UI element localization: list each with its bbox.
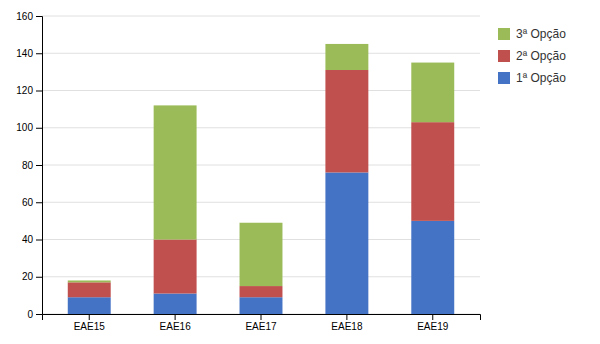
tick-mark	[36, 53, 42, 54]
bar	[240, 297, 283, 314]
bar	[411, 122, 454, 221]
grid	[42, 16, 480, 314]
bar	[411, 221, 454, 314]
legend-label: 2ª Opção	[516, 49, 566, 63]
tick: 160	[16, 11, 42, 22]
tick: 0	[27, 309, 42, 320]
series	[68, 172, 454, 314]
y-axis: 0 20 40 60 80 100 120 140 160	[16, 11, 42, 320]
tick-label: EAE15	[74, 321, 106, 332]
tick: 100	[16, 122, 42, 133]
tick-label: EAE19	[417, 321, 449, 332]
tick-label: 40	[22, 234, 34, 245]
tick-mark	[36, 277, 42, 278]
axis-line	[43, 315, 481, 321]
tick: 120	[16, 85, 42, 96]
legend-item: 2ª Opção	[498, 49, 566, 63]
tick: EAE18	[331, 314, 363, 332]
tick-label: 100	[16, 122, 33, 133]
bars	[68, 44, 454, 314]
series	[68, 70, 454, 297]
bar	[68, 280, 111, 282]
tick-mark	[36, 165, 42, 166]
legend-swatch	[498, 50, 510, 62]
tick: EAE19	[417, 314, 449, 332]
tick-label: 160	[16, 11, 33, 22]
tick: 80	[22, 160, 42, 171]
bar	[411, 63, 454, 123]
legend-item: 3ª Opção	[498, 27, 566, 41]
tick: EAE17	[245, 314, 277, 332]
bar	[68, 282, 111, 297]
tick-mark	[36, 240, 42, 241]
bar	[68, 297, 111, 314]
tick: 20	[22, 271, 42, 282]
grid-line	[42, 53, 480, 54]
tick-label: EAE17	[245, 321, 277, 332]
tick-label: 80	[22, 160, 34, 171]
tick-label: EAE18	[331, 321, 363, 332]
bar	[240, 223, 283, 286]
series	[68, 44, 454, 286]
plot: EAE15 EAE16 EAE17 EAE18 EAE19 0 20 40 60 80 100 120…	[16, 11, 480, 332]
tick-mark	[432, 314, 433, 320]
tick-label: 20	[22, 271, 34, 282]
tick-mark	[36, 202, 42, 203]
tick-mark	[175, 314, 176, 320]
bar	[325, 70, 368, 172]
tick-mark	[36, 314, 42, 315]
chart: EAE15 EAE16 EAE17 EAE18 EAE19 0 20 40 60 80 100 120…	[0, 0, 600, 344]
bar	[154, 240, 197, 294]
legend-swatch	[498, 28, 510, 40]
legend-swatch	[498, 72, 510, 84]
legend: 3ª Opção 2ª Opção 1ª Opção	[498, 27, 566, 85]
tick-mark	[89, 314, 90, 320]
tick: 40	[22, 234, 42, 245]
tick: EAE15	[74, 314, 106, 332]
legend-label: 3ª Opção	[516, 27, 566, 41]
x-axis: EAE15 EAE16 EAE17 EAE18 EAE19	[43, 314, 481, 332]
tick-label: 140	[16, 48, 33, 59]
tick-mark	[36, 91, 42, 92]
axis-line	[36, 17, 43, 315]
tick-label: 60	[22, 197, 34, 208]
bar	[325, 44, 368, 70]
tick: EAE16	[160, 314, 192, 332]
tick: 60	[22, 197, 42, 208]
tick-mark	[346, 314, 347, 320]
bar	[154, 105, 197, 239]
tick-mark	[261, 314, 262, 320]
grid-line	[42, 16, 480, 17]
legend-label: 1ª Opção	[516, 71, 566, 85]
bar	[154, 294, 197, 314]
tick-mark	[36, 128, 42, 129]
bar	[325, 172, 368, 314]
tick-label: 120	[16, 85, 33, 96]
legend-item: 1ª Opção	[498, 71, 566, 85]
tick: 140	[16, 48, 42, 59]
tick-label: EAE16	[160, 321, 192, 332]
bar	[240, 286, 283, 297]
tick-label: 0	[27, 309, 33, 320]
tick-mark	[36, 16, 42, 17]
